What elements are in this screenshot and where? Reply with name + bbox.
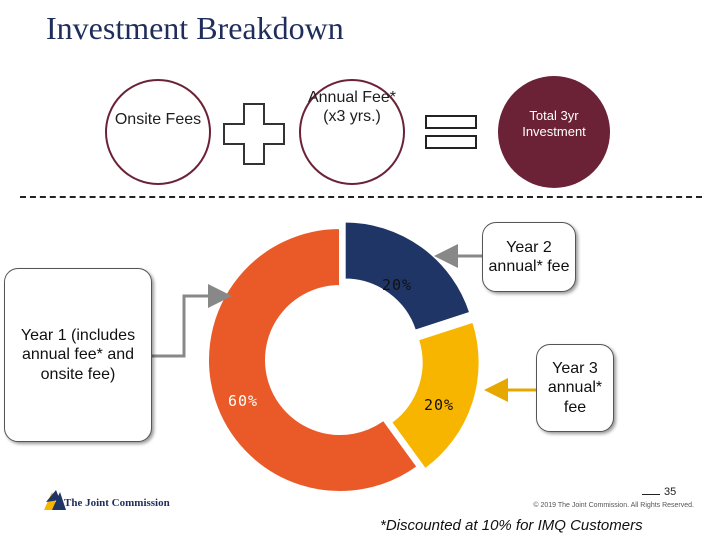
divider-line: [20, 196, 702, 198]
page-number: 35: [664, 486, 677, 498]
equals-icon-bottom: [425, 135, 477, 149]
plus-icon: [223, 103, 285, 165]
year1-callout: Year 1 (includes annual fee* and onsite …: [4, 268, 152, 442]
year2-callout-text: Year 2 annual* fee: [488, 238, 570, 275]
copyright-notice: © 2019 The Joint Commission. All Rights …: [533, 502, 694, 509]
page-number-rule: [642, 494, 660, 495]
annual-fee-label: Annual Fee* (x3 yrs.): [307, 89, 397, 126]
year1-arrow: [150, 284, 232, 358]
onsite-circle: [105, 79, 211, 185]
total-investment-circle: [498, 76, 610, 188]
discount-footnote: *Discounted at 10% for IMQ Customers: [380, 517, 643, 534]
total-investment-label: Total 3yr Investment: [522, 108, 586, 139]
year3-callout-text: Year 3 annual* fee: [547, 360, 603, 416]
donut-slice-year3: [389, 320, 481, 471]
donut-slice-year1: [207, 226, 419, 493]
joint-commission-logo: [44, 490, 66, 510]
year2-callout: Year 2 annual* fee: [482, 222, 576, 292]
slide-title: Investment Breakdown: [46, 10, 344, 46]
slice-label-year3: 20%: [424, 396, 455, 414]
donut-slice-year2: [343, 220, 472, 332]
year1-callout-text: Year 1 (includes annual fee* and onsite …: [20, 327, 136, 383]
equals-icon-top: [425, 115, 477, 129]
year3-callout: Year 3 annual* fee: [536, 344, 614, 432]
annual-fee-circle: [299, 79, 405, 185]
onsite-fees-label: Onsite Fees: [114, 111, 202, 128]
slice-label-year2: 20%: [382, 276, 413, 294]
slice-label-year1: 60%: [228, 392, 259, 410]
investment-donut-chart: [207, 220, 481, 493]
logo-text: The Joint Commission: [64, 497, 170, 509]
